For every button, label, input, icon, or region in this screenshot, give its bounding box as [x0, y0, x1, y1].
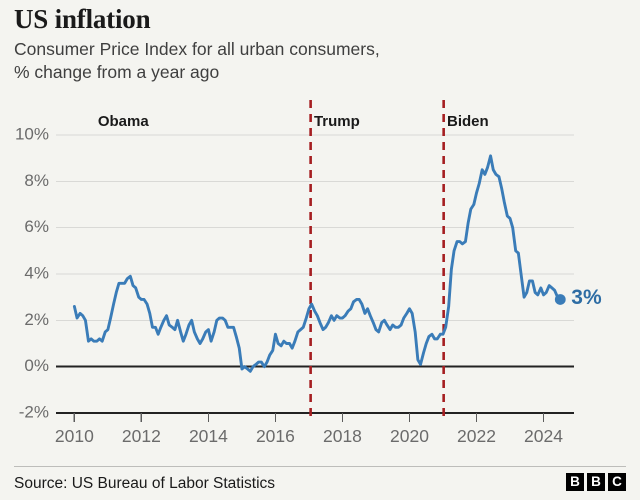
- bbc-logo-box-3: C: [608, 473, 626, 491]
- bbc-logo-box-2: B: [587, 473, 605, 491]
- era-label-biden: Biden: [447, 113, 489, 130]
- y-axis-tick-label: 10%: [15, 124, 49, 143]
- y-axis-tick-label: 2%: [24, 310, 49, 329]
- bbc-logo: B B C: [566, 473, 626, 491]
- chart-header: US inflation Consumer Price Index for al…: [14, 4, 626, 84]
- x-axis-tick-label: 2024: [524, 426, 563, 446]
- y-axis-tick-label: 4%: [24, 263, 49, 282]
- y-axis-tick-label: 8%: [24, 171, 49, 190]
- inflation-line-chart: 10% 8% 6% 4% 2% 0% -2% 2010 2012 2014 2016 2018 2020…: [15, 100, 602, 446]
- chart-subtitle: Consumer Price Index for all urban consu…: [14, 39, 380, 82]
- era-label-trump: Trump: [314, 113, 360, 130]
- x-axis-tick-label: 2014: [189, 426, 228, 446]
- inflation-series-line: [72, 154, 562, 373]
- y-axis-tick-label: 0%: [24, 356, 49, 375]
- source-note: Source: US Bureau of Labor Statistics: [14, 475, 276, 492]
- y-axis-tick-label: -2%: [19, 402, 49, 421]
- chart-plot-area: 10% 8% 6% 4% 2% 0% -2% 2010 2012 2014 2016 2018 2020…: [0, 96, 640, 456]
- series-end-value-label: 3%: [571, 286, 602, 309]
- x-axis-tick-label: 2020: [390, 426, 429, 446]
- page-title: US inflation: [14, 4, 151, 34]
- x-axis-tick-label: 2012: [122, 426, 161, 446]
- x-axis-tick-label: 2018: [323, 426, 362, 446]
- series-end-dot: [554, 294, 566, 305]
- footer-divider: [14, 466, 626, 467]
- bbc-logo-box-1: B: [566, 473, 584, 491]
- era-label-obama: Obama: [98, 113, 150, 130]
- x-axis-tick-label: 2010: [55, 426, 94, 446]
- x-axis-tick-label: 2022: [457, 426, 496, 446]
- y-axis-tick-label: 6%: [24, 217, 49, 236]
- chart-footer: Source: US Bureau of Labor Statistics B …: [14, 473, 626, 497]
- x-axis-tick-label: 2016: [256, 426, 295, 446]
